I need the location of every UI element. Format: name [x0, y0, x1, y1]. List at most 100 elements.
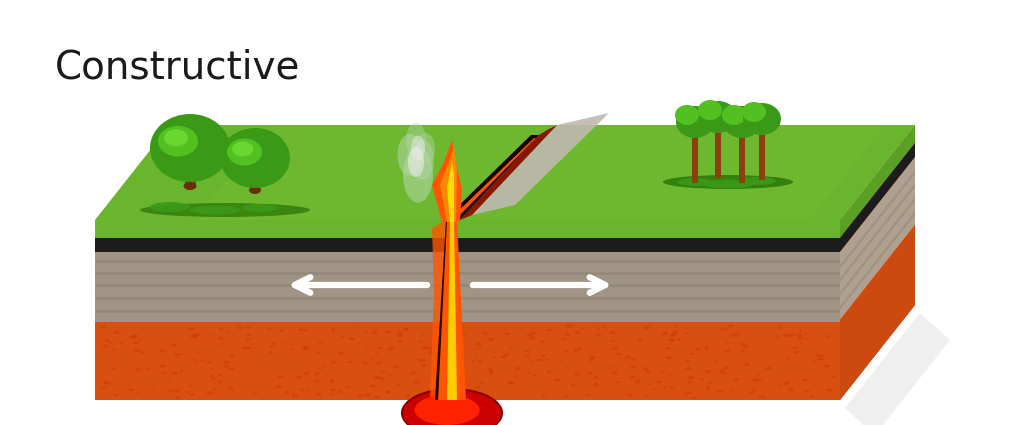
Ellipse shape — [671, 332, 678, 336]
Ellipse shape — [527, 372, 531, 374]
Ellipse shape — [547, 329, 552, 332]
Ellipse shape — [541, 354, 546, 357]
Ellipse shape — [472, 390, 477, 392]
Ellipse shape — [330, 380, 335, 383]
Ellipse shape — [645, 370, 651, 373]
Ellipse shape — [566, 324, 573, 328]
Polygon shape — [840, 125, 915, 400]
Ellipse shape — [524, 350, 529, 352]
Ellipse shape — [113, 331, 119, 334]
Polygon shape — [438, 220, 466, 400]
Ellipse shape — [501, 356, 507, 358]
Ellipse shape — [212, 378, 216, 380]
Polygon shape — [472, 113, 609, 215]
Ellipse shape — [381, 371, 385, 373]
Ellipse shape — [626, 356, 631, 359]
Ellipse shape — [418, 340, 423, 343]
Polygon shape — [95, 310, 840, 313]
Ellipse shape — [481, 357, 484, 358]
Ellipse shape — [158, 126, 198, 156]
Ellipse shape — [661, 332, 668, 335]
Ellipse shape — [313, 380, 320, 383]
Ellipse shape — [322, 365, 325, 367]
Ellipse shape — [246, 334, 251, 336]
Polygon shape — [95, 322, 840, 400]
Ellipse shape — [386, 391, 391, 394]
Ellipse shape — [563, 395, 569, 398]
Ellipse shape — [304, 329, 309, 332]
Ellipse shape — [365, 393, 372, 397]
Ellipse shape — [269, 346, 274, 348]
Ellipse shape — [565, 334, 571, 336]
Ellipse shape — [706, 370, 712, 373]
Polygon shape — [840, 225, 915, 400]
Ellipse shape — [686, 391, 692, 394]
Bar — [739, 125, 745, 183]
FancyBboxPatch shape — [250, 157, 260, 191]
Ellipse shape — [188, 327, 194, 331]
Ellipse shape — [487, 338, 494, 341]
Ellipse shape — [387, 348, 392, 350]
Ellipse shape — [366, 348, 370, 349]
Text: Constructive: Constructive — [55, 48, 301, 86]
Ellipse shape — [759, 395, 766, 399]
Ellipse shape — [756, 374, 760, 375]
Ellipse shape — [246, 347, 251, 349]
Ellipse shape — [676, 106, 714, 138]
Ellipse shape — [724, 349, 730, 353]
Ellipse shape — [437, 336, 442, 339]
Ellipse shape — [753, 378, 759, 382]
Polygon shape — [840, 197, 915, 296]
Ellipse shape — [480, 382, 484, 385]
Ellipse shape — [190, 206, 240, 215]
Ellipse shape — [281, 343, 284, 345]
Ellipse shape — [638, 339, 643, 342]
Ellipse shape — [386, 391, 391, 393]
Ellipse shape — [417, 359, 420, 361]
Ellipse shape — [305, 349, 308, 351]
Ellipse shape — [337, 390, 342, 393]
Ellipse shape — [652, 388, 656, 391]
Polygon shape — [840, 143, 915, 252]
Ellipse shape — [670, 339, 675, 341]
Ellipse shape — [111, 368, 115, 370]
Ellipse shape — [524, 354, 529, 357]
Ellipse shape — [101, 386, 106, 389]
Polygon shape — [95, 284, 840, 287]
Ellipse shape — [227, 386, 233, 389]
Ellipse shape — [218, 328, 224, 330]
Ellipse shape — [442, 377, 448, 380]
Ellipse shape — [529, 361, 533, 363]
Ellipse shape — [414, 395, 480, 425]
Ellipse shape — [728, 325, 733, 328]
Ellipse shape — [107, 382, 111, 385]
Ellipse shape — [135, 368, 141, 371]
Ellipse shape — [826, 389, 832, 392]
Ellipse shape — [331, 327, 336, 330]
Ellipse shape — [670, 334, 675, 337]
Ellipse shape — [542, 396, 546, 398]
Ellipse shape — [188, 385, 192, 387]
Ellipse shape — [630, 366, 637, 368]
Ellipse shape — [151, 386, 154, 388]
Ellipse shape — [478, 360, 483, 363]
Ellipse shape — [645, 394, 650, 397]
Ellipse shape — [134, 349, 140, 352]
Ellipse shape — [224, 361, 231, 364]
Ellipse shape — [743, 103, 781, 135]
Ellipse shape — [564, 349, 569, 352]
Ellipse shape — [796, 333, 802, 336]
Ellipse shape — [274, 386, 277, 388]
Ellipse shape — [346, 385, 351, 388]
Ellipse shape — [406, 122, 426, 158]
Ellipse shape — [698, 100, 722, 120]
Ellipse shape — [638, 379, 642, 381]
Ellipse shape — [447, 334, 450, 335]
Ellipse shape — [174, 353, 180, 357]
Ellipse shape — [564, 333, 568, 334]
Ellipse shape — [175, 397, 181, 400]
Ellipse shape — [363, 361, 368, 364]
Ellipse shape — [183, 182, 197, 190]
Polygon shape — [449, 138, 536, 220]
Ellipse shape — [140, 351, 145, 354]
